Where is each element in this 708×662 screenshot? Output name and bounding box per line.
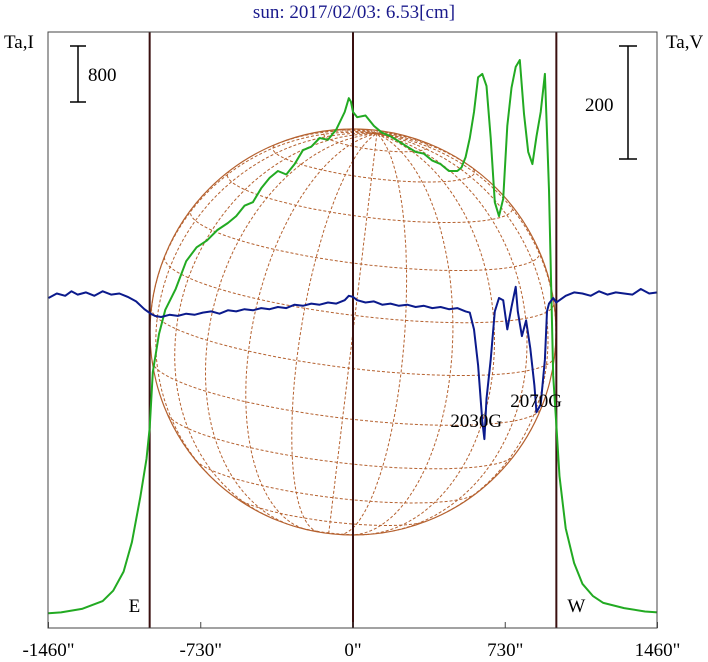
annotation-label-2030g: 2030G: [450, 411, 502, 432]
x-tick-label: -1460": [22, 640, 74, 661]
longitude-line: [376, 133, 481, 174]
annotation-label-2070g: 2070G: [510, 391, 562, 412]
longitude-line: [376, 133, 549, 513]
x-tick-label: 1460": [635, 640, 681, 661]
longitude-line: [155, 132, 377, 485]
west-label: W: [567, 596, 585, 617]
latitude-line: [189, 208, 540, 271]
x-tick-label: 0": [344, 640, 361, 661]
longitude-line: [339, 133, 408, 535]
longitude-line: [328, 133, 378, 534]
limb-markers: [148, 32, 558, 628]
longitude-line: [267, 130, 377, 149]
east-label: E: [129, 596, 141, 617]
longitude-line: [322, 129, 377, 135]
longitude-line: [291, 133, 378, 533]
longitude-line: [376, 133, 528, 532]
latitude-line: [195, 460, 476, 504]
longitude-line: [365, 133, 496, 536]
polarization-series-line: [48, 285, 658, 441]
chart-title: sun: 2017/02/03: 6.53[cm]: [252, 2, 456, 23]
intensity-scale-label: 800: [88, 65, 117, 86]
right-axis-label: Ta,V: [666, 32, 704, 53]
intensity-series-line: [48, 59, 658, 615]
x-tick-label: -730": [179, 640, 222, 661]
x-axis-ticks: -1460" -730" 0" 730" 1460": [22, 622, 680, 661]
longitude-line: [151, 131, 377, 308]
x-tick-label: 730": [487, 640, 523, 661]
longitude-line: [204, 133, 377, 527]
longitude-line: [245, 133, 378, 531]
latitude-line: [226, 170, 513, 223]
latitude-line: [272, 142, 475, 183]
left-axis-label: Ta,I: [4, 32, 34, 53]
polarization-scale-label: 200: [585, 95, 614, 116]
series-layer: [48, 59, 658, 615]
solar-disk-grid: [149, 128, 557, 536]
text-labels: E W 800 200 2030G 2070G: [70, 45, 637, 617]
longitude-line: [349, 133, 454, 536]
longitude-line: [174, 133, 377, 517]
